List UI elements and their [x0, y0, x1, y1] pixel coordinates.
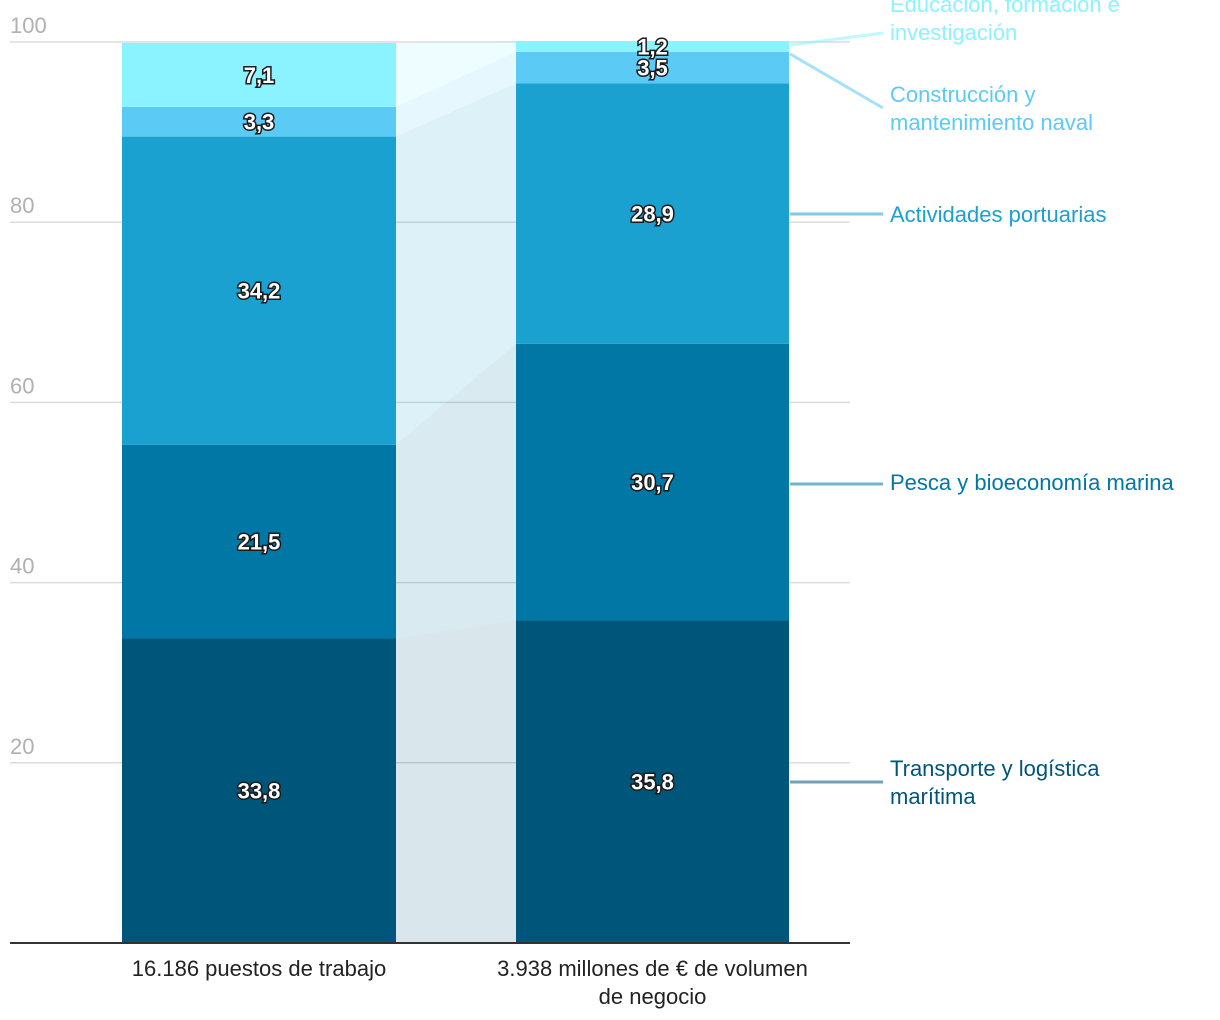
- connector-band: [396, 51, 516, 137]
- bar-segment: [516, 51, 789, 84]
- connector-band: [396, 343, 516, 639]
- bars: [122, 41, 789, 943]
- bar-segment: [122, 638, 396, 943]
- bar-segment: [122, 136, 396, 445]
- bar-value-label: 21,5: [238, 530, 281, 555]
- connector-band: [396, 620, 516, 943]
- y-tick-label: 80: [10, 193, 34, 218]
- legend: Transporte y logística marítima Pesca y bi…: [789, 0, 1174, 809]
- bar-segment: [516, 343, 789, 621]
- bar-value-label: 7,1: [244, 63, 275, 88]
- bar-segment: [516, 41, 789, 52]
- bar-segment: [122, 444, 396, 639]
- legend-entry: Educación, formación e investigación: [890, 0, 1120, 45]
- y-tick-label: 100: [10, 13, 47, 38]
- connector-band: [396, 41, 516, 107]
- legend-leader-line: [789, 52, 884, 110]
- y-tick-label: 60: [10, 373, 34, 398]
- value-labels: 33,8 21,5 34,2 3,3 7,1 35,8 30,7 28,9 3,51,2: [236, 33, 675, 805]
- bar-value-label: 1,2: [637, 35, 668, 60]
- x-category-label: 3.938 millones de € de volumen de negocio: [497, 956, 808, 1009]
- y-tick-label: 20: [10, 734, 34, 759]
- bar-value-label: 3,3: [244, 110, 275, 135]
- legend-entry: Actividades portuarias: [890, 202, 1106, 227]
- x-axis-categories: 16.186 puestos de trabajo 3.938 millones …: [132, 956, 808, 1009]
- connector-band: [396, 83, 516, 445]
- y-axis-ticks: 20 40 60 80 100: [10, 13, 47, 759]
- legend-entry: Pesca y bioeconomía marina: [890, 470, 1174, 495]
- bar-segment: [122, 42, 396, 107]
- bar-value-label: 35,8: [631, 770, 674, 795]
- connector-bands: [396, 41, 516, 943]
- bar-value-label: 30,7: [631, 470, 674, 495]
- bar-segment: [516, 83, 789, 344]
- bar-segment: [516, 620, 789, 943]
- legend-entry: Transporte y logística marítima: [890, 756, 1100, 809]
- legend-entry: Construcción y mantenimiento naval: [890, 82, 1093, 135]
- bar-value-label: 28,9: [631, 202, 674, 227]
- legend-leader-line: [789, 31, 884, 47]
- bar-value-label: 3,5: [637, 56, 668, 81]
- bar-value-label: 34,2: [238, 279, 281, 304]
- bar-segment: [122, 106, 396, 137]
- y-tick-label: 40: [10, 554, 34, 579]
- bar-value-label: 33,8: [238, 779, 281, 804]
- x-category-label: 16.186 puestos de trabajo: [132, 956, 386, 981]
